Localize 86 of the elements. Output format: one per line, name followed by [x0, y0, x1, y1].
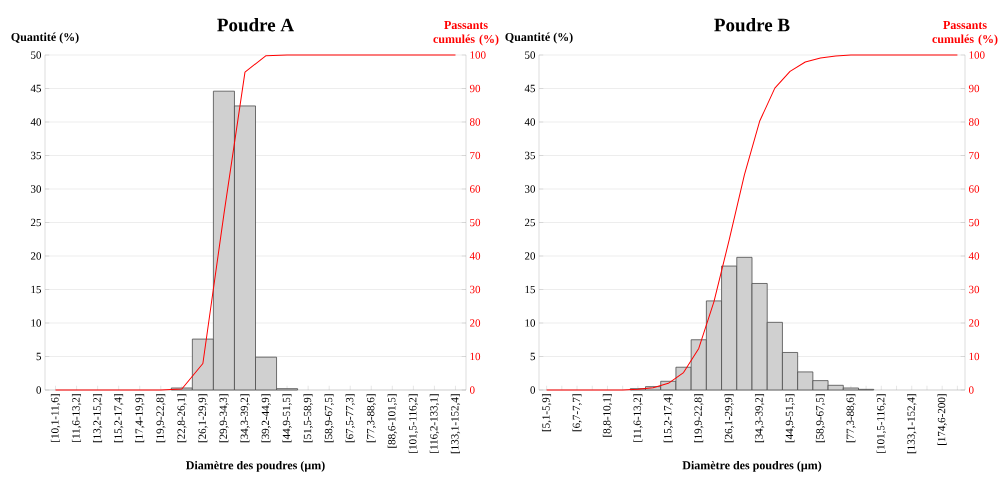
x-tick-label: [133,1-152,4]	[450, 394, 461, 454]
x-tick-label: [101,5-116,2]	[408, 394, 419, 453]
y2-tick-label: 100	[969, 51, 985, 59]
y2-tick-label: 90	[469, 84, 481, 93]
x-tick-label: [8,8-10,1]	[602, 394, 613, 437]
x-tick-label: [77,3-88,6]	[366, 394, 376, 443]
y-axis-title: Quantité (%)	[11, 32, 79, 44]
x-tick-label: [67,5-77,3]	[345, 394, 355, 443]
y2-tick-label: 0	[469, 386, 475, 394]
y-tick-label: 25	[524, 218, 536, 227]
y2-tick-label: 100	[470, 51, 486, 59]
x-tick-label: [44,9-51,5]	[785, 394, 795, 443]
y2-tick-label: 10	[969, 352, 980, 361]
y2-tick-label: 70	[470, 151, 481, 160]
y-tick-label: 0	[530, 386, 536, 394]
y-tick-label: 45	[524, 84, 536, 93]
x-axis-title: Diamètre des poudres (µm)	[682, 460, 822, 472]
y-tick-label: 5	[36, 352, 42, 361]
y2-tick-label: 30	[969, 285, 980, 294]
x-tick-label: [17,4-19,9]	[135, 394, 145, 443]
y2-tick-label: 20	[470, 319, 481, 327]
x-tick-label: [77,3-88,6]	[846, 394, 856, 443]
y-tick-label: 10	[525, 319, 536, 327]
x-tick-label: [6,7-7,7]	[572, 394, 582, 432]
x-tick-label: [22,8-26,1]	[177, 394, 187, 443]
y2-tick-label: 40	[968, 252, 980, 260]
x-tick-label: [15,2-17,4]	[663, 394, 673, 443]
y-tick-label: 5	[530, 352, 536, 361]
y2-tick-label: 90	[968, 84, 980, 93]
y2-tick-label: 60	[470, 185, 481, 193]
x-tick-label: [34,3-39,2]	[754, 394, 765, 443]
x-tick-label: [13,2-15,2]	[92, 394, 103, 443]
y2-tick-label: 60	[969, 185, 980, 193]
y2-tick-label: 50	[969, 218, 980, 227]
y-tick-label: 25	[30, 218, 42, 227]
y-tick-label: 0	[36, 386, 42, 394]
y2-axis-title: Passants cumulés (%)	[433, 21, 499, 46]
y2-tick-label: 80	[968, 118, 980, 126]
y-tick-label: 50	[525, 51, 536, 59]
x-tick-label: [101,5-116,2]	[876, 394, 886, 453]
x-tick-label: [29,9-34,3]	[219, 394, 229, 443]
x-tick-label: [116,2-133,1]	[429, 394, 440, 453]
x-axis-title: Diamètre des poudres (µm)	[185, 460, 325, 472]
y2-tick-label: 0	[968, 386, 974, 394]
y2-tick-label: 20	[969, 319, 980, 327]
y-tick-label: 35	[31, 151, 42, 160]
x-tick-label: [11,6-13,2]	[633, 394, 643, 442]
x-tick-label: [34,3-39,2]	[240, 394, 250, 443]
chart-title: Poudre A	[217, 18, 294, 32]
x-tick-label: [26,1-29,9]	[198, 394, 208, 443]
y2-tick-label: 70	[969, 151, 980, 160]
x-tick-label: [58,9-67,5]	[324, 394, 334, 443]
x-tick-label: [19,9-22,8]	[694, 394, 704, 443]
y-tick-label: 30	[525, 185, 536, 193]
y-tick-label: 15	[525, 285, 536, 294]
x-tick-label: [88,6-101,5]	[387, 394, 397, 448]
x-tick-label: [44,9-51,5]	[282, 394, 292, 443]
x-tick-label: [5,1-5,9]	[541, 394, 552, 432]
y2-tick-label: 50	[470, 218, 481, 227]
y-tick-label: 40	[30, 118, 42, 126]
y-tick-label: 15	[31, 285, 42, 294]
y2-tick-label: 30	[470, 285, 481, 294]
x-tick-label: [174,6-200]	[937, 394, 947, 445]
y-tick-label: 35	[525, 151, 536, 160]
y-tick-label: 50	[31, 51, 42, 59]
chart-title: Poudre B	[714, 18, 790, 32]
x-tick-label: [15,2-17,4]	[114, 394, 124, 443]
y-tick-label: 45	[30, 84, 42, 93]
x-tick-label: [58,9-67,5]	[815, 394, 826, 443]
y-tick-label: 40	[524, 118, 536, 126]
y2-tick-label: 10	[470, 352, 481, 361]
x-tick-label: [51,5-58,9]	[303, 394, 313, 443]
x-tick-label: [133,1-152,4]	[907, 394, 917, 454]
y-tick-label: 10	[31, 319, 42, 327]
y2-axis-title: Passants cumulés (%)	[932, 21, 998, 46]
y2-tick-label: 80	[469, 118, 481, 126]
x-tick-label: [11,6-13,2]	[71, 394, 82, 442]
y2-tick-label: 40	[469, 252, 481, 260]
x-tick-label: [19,9-22,8]	[156, 394, 166, 443]
y-tick-label: 30	[31, 185, 42, 193]
x-tick-label: [26,1-29,9]	[724, 394, 734, 443]
y-axis-title: Quantité (%)	[505, 32, 573, 44]
x-tick-label: [10,1-11,6]	[50, 394, 61, 442]
x-tick-label: [39,2-44,9]	[261, 394, 271, 443]
y-tick-label: 20	[30, 252, 42, 260]
y-tick-label: 20	[524, 252, 536, 260]
